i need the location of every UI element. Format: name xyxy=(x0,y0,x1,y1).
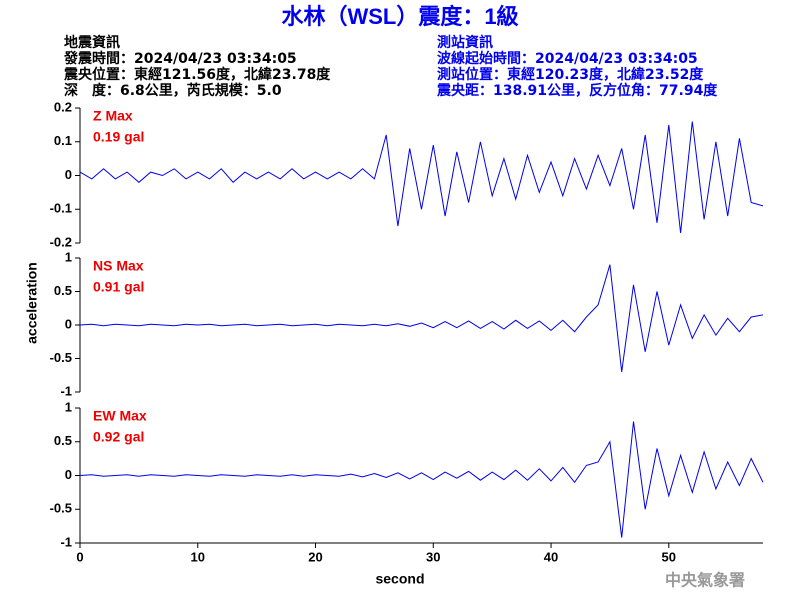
x-tick-label: 40 xyxy=(544,549,558,564)
x-tick-label: 0 xyxy=(76,549,83,564)
x-tick-label: 10 xyxy=(191,549,205,564)
header-left-line: 發震時間：2024/04/23 03:34:05 xyxy=(63,50,297,67)
max-name: NS Max xyxy=(93,258,144,274)
header-right-line: 測站位置：東經120.23度，北緯23.52度 xyxy=(437,66,704,83)
y-tick-label: 0.5 xyxy=(54,433,72,448)
max-value: 0.91 gal xyxy=(93,279,144,295)
header-left-line: 深 度：6.8公里，芮氏規模：5.0 xyxy=(64,82,282,99)
header-right-line: 波線起始時間：2024/04/23 03:34:05 xyxy=(437,50,698,67)
x-tick-label: 50 xyxy=(662,549,676,564)
y-axis-label: acceleration xyxy=(24,262,40,344)
y-tick-label: 0.5 xyxy=(54,283,72,298)
y-tick-label: -0.5 xyxy=(50,501,72,516)
header-right-line: 測站資訊 xyxy=(437,34,493,51)
waveform xyxy=(79,264,764,372)
y-tick-label: -0.1 xyxy=(50,201,72,216)
footer: 中央氣象署 xyxy=(665,571,745,590)
max-name: EW Max xyxy=(93,408,147,424)
x-tick-label: 20 xyxy=(308,549,322,564)
max-value: 0.19 gal xyxy=(93,129,144,145)
y-tick-label: 0 xyxy=(65,167,72,182)
header-left-line: 地震資訊 xyxy=(64,34,120,51)
y-tick-label: 0 xyxy=(65,316,72,331)
y-tick-label: -1 xyxy=(60,383,72,398)
y-tick-label: 0 xyxy=(65,467,72,482)
max-name: Z Max xyxy=(93,108,133,124)
y-tick-label: -1 xyxy=(60,534,72,549)
y-tick-label: 0.1 xyxy=(54,133,72,148)
x-tick-label: 30 xyxy=(426,549,440,564)
waveform xyxy=(79,121,764,233)
header-left-line: 震央位置：東經121.56度，北緯23.78度 xyxy=(63,66,331,83)
y-tick-label: 0.2 xyxy=(54,99,72,114)
y-tick-label: -0.5 xyxy=(50,350,72,365)
header-right-line: 震央距：138.91公里，反方位角：77.94度 xyxy=(436,82,718,99)
max-value: 0.92 gal xyxy=(93,429,144,445)
y-tick-label: 1 xyxy=(65,249,72,264)
title: 水林（WSL）震度：1級 xyxy=(281,4,518,29)
x-axis-label: second xyxy=(375,571,424,587)
y-tick-label: -0.2 xyxy=(50,234,72,249)
waveform xyxy=(79,421,764,538)
y-tick-label: 1 xyxy=(65,399,72,414)
